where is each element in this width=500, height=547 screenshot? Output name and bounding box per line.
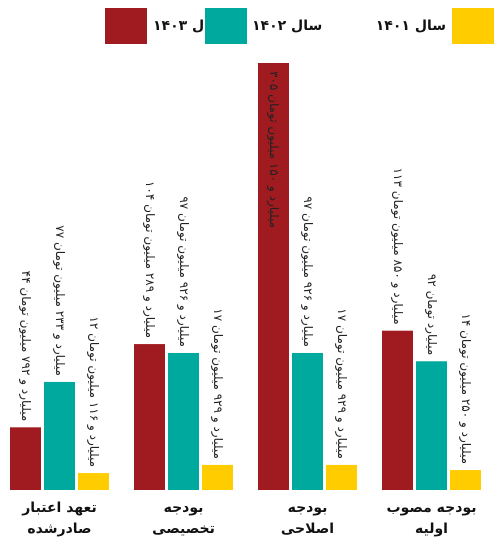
legend-swatch: [105, 8, 147, 44]
value-label: ۴۴ میلیارد و ۷۹۲ میلیون تومان: [18, 271, 33, 422]
legend-swatch: [452, 8, 494, 44]
category-label: بودجه: [288, 500, 328, 516]
value-label: ۱۷ میلیارد و ۹۲۹ میلیون تومان: [210, 308, 225, 459]
value-label: ۹۷ میلیارد و ۹۲۶ میلیون تومان: [300, 196, 315, 347]
bar: [450, 470, 481, 490]
legend-label: سال ۱۴۰۲: [252, 18, 322, 34]
category-label: بودجه مصوب: [387, 500, 477, 516]
bar: [134, 344, 165, 490]
bar: [168, 352, 199, 490]
category-label: بودجه: [164, 500, 204, 516]
category-label: اولیه: [415, 521, 448, 537]
category-label: صادرشده: [27, 521, 91, 537]
value-label: ۱۱۳ میلیارد و ۸۵۰ میلیون تومان: [390, 168, 405, 325]
value-label: ۳۰۵ میلیارد و ۱۵۰ میلیون تومان: [266, 71, 281, 228]
bar: [10, 427, 41, 490]
value-label: ۱۲ میلیارد و ۱۱۶ میلیون تومان: [86, 316, 101, 467]
value-label: ۹۲ میلیارد تومان: [424, 274, 439, 355]
bar: [202, 464, 233, 490]
value-label: ۱۰۴ میلیارد و ۲۸۹ میلیون تومان: [142, 181, 157, 338]
category-label: تخصیصی: [152, 521, 215, 537]
bar: [326, 464, 357, 490]
bar: [44, 381, 75, 490]
legend-label: سال ۱۴۰۱: [376, 18, 446, 34]
bar: [416, 361, 447, 490]
value-label: ۹۷ میلیارد و ۹۲۶ میلیون تومان: [176, 196, 191, 347]
category-label: اصلاحی: [281, 521, 334, 537]
value-label: ۱۷ میلیارد و ۹۲۹ میلیون تومان: [334, 308, 349, 459]
category-label: تعهد اعتبار: [21, 500, 96, 516]
legend-swatch: [205, 8, 247, 44]
bar: [258, 63, 289, 490]
value-label: ۱۴ میلیارد و ۲۵۰ میلیون تومان: [458, 313, 473, 464]
bar: [382, 330, 413, 490]
bar: [292, 352, 323, 490]
bar: [78, 473, 109, 490]
value-label: ۷۷ میلیارد و ۲۳۳ میلیون تومان: [52, 225, 67, 376]
